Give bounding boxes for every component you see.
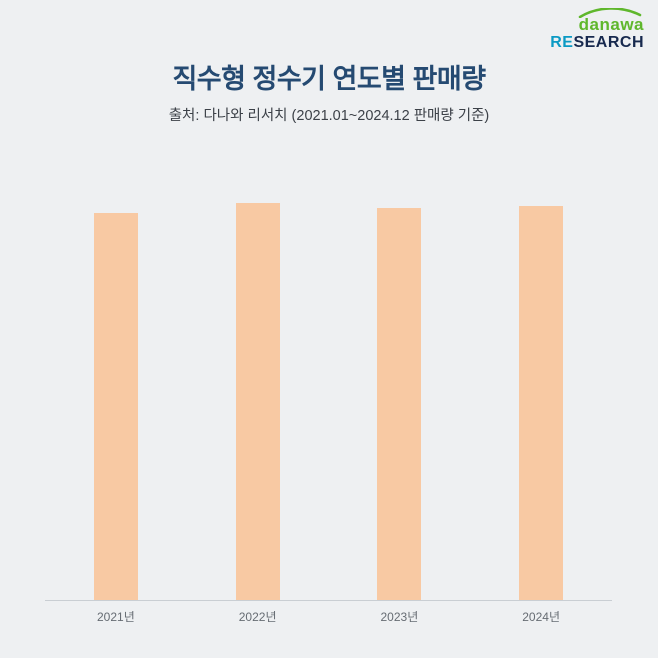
- bar-chart: 2021년 2022년 2023년 2024년: [45, 160, 612, 625]
- bar-slot: [187, 160, 329, 600]
- x-axis-label: 2021년: [97, 610, 135, 624]
- x-axis-label: 2022년: [238, 610, 277, 624]
- chart-bar-2021년: [93, 213, 138, 600]
- chart-bar-2023년: [377, 208, 422, 600]
- chart-plot-area: [45, 160, 612, 601]
- x-axis-labels: 2021년 2022년 2023년 2024년: [45, 601, 612, 625]
- bar-slot: [329, 160, 471, 600]
- x-axis-label: 2023년: [380, 610, 419, 624]
- chart-bar-2022년: [235, 203, 280, 600]
- logo-danawa-text: danawa: [578, 15, 644, 34]
- logo-brand-block: danawa: [550, 8, 644, 33]
- bar-slot: [45, 160, 187, 600]
- logo-research-text: RESEARCH: [550, 35, 644, 51]
- bar-slot: [470, 160, 612, 600]
- logo-re-text: RE: [550, 34, 574, 51]
- x-axis-label: 2024년: [522, 610, 560, 624]
- swoosh-icon: [578, 8, 642, 18]
- page-title: 직수형 정수기 연도별 판매량: [172, 64, 486, 94]
- danawa-research-logo: danawa RESEARCH: [550, 8, 644, 51]
- chart-bar-2024년: [519, 206, 564, 600]
- page-subtitle: 출처: 다나와 리서치 (2021.01~2024.12 판매량 기준): [168, 108, 490, 124]
- logo-search-text: SEARCH: [573, 34, 644, 51]
